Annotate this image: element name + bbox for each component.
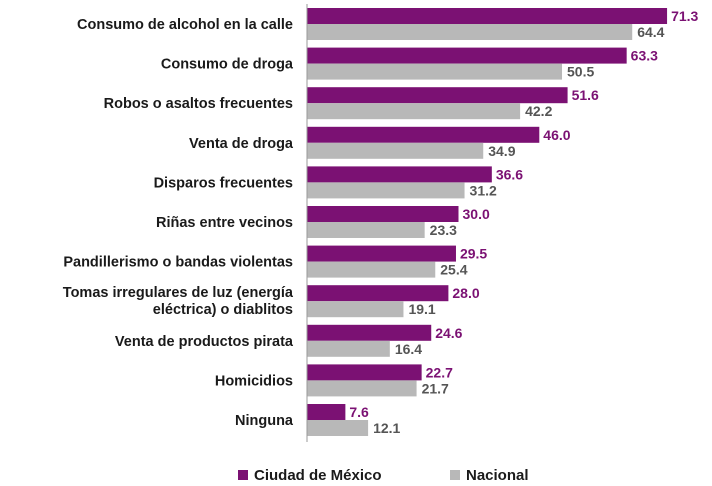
value-label-secondary: 50.5: [567, 64, 594, 80]
legend-label-secondary: Nacional: [466, 467, 529, 484]
value-label-secondary: 31.2: [470, 182, 497, 198]
bar-secondary: [307, 24, 633, 40]
category-labels: Consumo de alcohol en la calle Consumo de…: [63, 17, 294, 429]
bar-primary: [307, 364, 422, 381]
bar-secondary: [307, 222, 425, 238]
category-label: Ninguna: [235, 413, 294, 429]
value-label-primary: 24.6: [435, 325, 462, 341]
bar-primary: [307, 206, 459, 222]
bar-primary: [307, 47, 627, 64]
bar-secondary: [307, 103, 521, 120]
value-label-secondary: 25.4: [440, 262, 467, 278]
bar-secondary: [307, 142, 484, 159]
value-label-secondary: 23.3: [430, 222, 457, 238]
bars: [307, 8, 668, 436]
bar-primary: [307, 126, 540, 143]
category-label: Homicidios: [215, 373, 293, 389]
bar-secondary: [307, 182, 465, 199]
category-label: Tomas irregulares de luz (energía: [63, 285, 294, 301]
value-label-primary: 63.3: [631, 48, 658, 64]
bar-secondary: [307, 63, 563, 80]
bar-secondary: [307, 261, 436, 278]
value-label-primary: 7.6: [349, 404, 369, 420]
value-label-secondary: 21.7: [422, 380, 449, 396]
bar-primary: [307, 166, 492, 183]
value-labels: 71.3 64.4 63.3 50.5 51.6 42.2 46.0 34.9 36.631.2…: [349, 8, 698, 436]
category-label: Disparos frecuentes: [154, 175, 293, 191]
value-label-primary: 71.3: [671, 8, 698, 24]
category-label: Consumo de alcohol en la calle: [77, 17, 293, 33]
bar-secondary: [307, 301, 404, 318]
bar-primary: [307, 245, 456, 262]
legend-swatch-primary: [238, 470, 248, 480]
category-label: Venta de droga: [189, 136, 294, 152]
value-label-primary: 36.6: [496, 166, 523, 182]
value-label-secondary: 12.1: [373, 420, 400, 436]
value-label-primary: 29.5: [460, 246, 487, 262]
legend-label-primary: Ciudad de México: [254, 467, 382, 484]
value-label-secondary: 34.9: [488, 143, 515, 159]
category-label: Pandillerismo o bandas violentas: [63, 255, 293, 271]
bar-secondary: [307, 420, 369, 436]
category-label: Consumo de droga: [161, 57, 294, 73]
value-label-primary: 51.6: [572, 87, 599, 103]
value-label-secondary: 19.1: [408, 301, 435, 317]
bar-secondary: [307, 340, 390, 357]
value-label-primary: 46.0: [543, 127, 570, 143]
value-label-secondary: 64.4: [637, 24, 664, 40]
bar-primary: [307, 404, 346, 420]
value-label-primary: 22.7: [426, 364, 453, 380]
category-label: Venta de productos pirata: [115, 334, 294, 350]
legend-swatch-secondary: [450, 470, 460, 480]
category-label: Riñas entre vecinos: [156, 215, 293, 231]
value-label-primary: 30.0: [463, 206, 490, 222]
bar-primary: [307, 324, 432, 341]
bar-primary: [307, 8, 668, 24]
bar-primary: [307, 87, 568, 104]
category-label: eléctrica) o diablitos: [153, 302, 293, 318]
value-label-primary: 28.0: [452, 285, 479, 301]
legend: Ciudad de México Nacional: [238, 467, 529, 484]
bar-primary: [307, 285, 449, 302]
value-label-secondary: 42.2: [525, 103, 552, 119]
value-label-secondary: 16.4: [395, 341, 422, 357]
category-label: Robos o asaltos frecuentes: [104, 96, 293, 112]
bar-secondary: [307, 380, 417, 397]
